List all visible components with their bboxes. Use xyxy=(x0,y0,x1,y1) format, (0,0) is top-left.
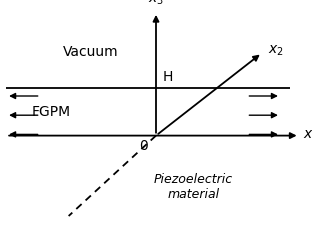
Text: 0: 0 xyxy=(139,139,148,153)
Text: FGPM: FGPM xyxy=(31,105,70,119)
Text: $x_2$: $x_2$ xyxy=(268,43,284,58)
Text: Vacuum: Vacuum xyxy=(62,45,118,59)
Text: $x_3$: $x_3$ xyxy=(148,0,164,7)
Text: H: H xyxy=(162,70,173,84)
Text: Piezoelectric
material: Piezoelectric material xyxy=(154,173,233,201)
Text: $x_1$: $x_1$ xyxy=(303,128,312,143)
